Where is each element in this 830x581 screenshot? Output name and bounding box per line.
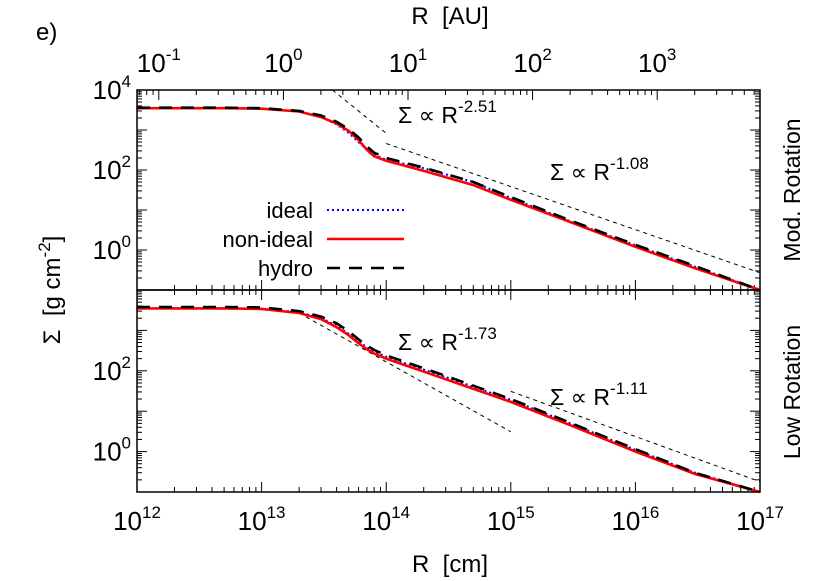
slope-annotation: Σ ∝ R-1.73 (398, 324, 497, 355)
slope-annotation: Σ ∝ R-2.51 (398, 97, 497, 128)
panel-frame (136, 289, 761, 493)
series-hydro (137, 106, 761, 292)
series-ideal (137, 107, 761, 292)
x-tick-label: 1014 (362, 503, 410, 536)
panel-name-bottom: Low Rotation (779, 325, 805, 459)
reference-line (386, 143, 761, 274)
x-tick-label: 1017 (736, 503, 784, 536)
y-tick-label: 102 (93, 152, 131, 185)
x-tick-label: 1016 (611, 503, 659, 536)
reference-line (332, 89, 387, 134)
x-tick-label: 1015 (487, 503, 535, 536)
y-axis-title-base: Σ [g cm (39, 257, 66, 344)
reference-line (298, 312, 512, 433)
legend-label-ideal: ideal (267, 198, 313, 223)
top-axis-tick-label: 102 (513, 45, 551, 78)
y-tick-label: 104 (93, 72, 131, 105)
y-tick-label: 102 (93, 353, 131, 386)
top-axis-title: R [AU] (411, 3, 488, 30)
top-axis-tick-label: 101 (389, 45, 427, 78)
series-non-ideal (137, 307, 761, 494)
series-non-ideal (137, 106, 761, 292)
y-tick-label: 100 (93, 434, 131, 467)
legend-label-hydro: hydro (258, 256, 313, 281)
svg-text:Σ [g cm-2]: Σ [g cm-2] (35, 236, 66, 345)
top-axis-tick-label: 10-1 (137, 45, 181, 78)
panel-label: e) (36, 19, 57, 46)
y-axis-title: Σ [g cm-2] (35, 236, 66, 345)
x-axis-title: R [cm] (412, 551, 488, 578)
slope-annotation: Σ ∝ R-1.08 (550, 154, 649, 185)
series-ideal (137, 307, 761, 494)
y-axis-title-close: ] (39, 236, 66, 243)
x-tick-label: 1012 (113, 503, 161, 536)
y-tick-label: 100 (93, 232, 131, 265)
panel-name-top: Mod. Rotation (779, 118, 805, 261)
legend-label-non-ideal: non-ideal (222, 227, 313, 252)
x-tick-label: 1013 (238, 503, 286, 536)
y-axis-title-exp: -2 (35, 242, 54, 257)
slope-annotation: Σ ∝ R-1.11 (550, 379, 648, 410)
top-axis-tick-label: 103 (638, 45, 676, 78)
plot-layer: 100 102 104 Σ ∝ R-2.51 Σ ∝ R-1.08 100 102 Σ ∝ R… (93, 45, 784, 536)
reference-line (510, 390, 761, 483)
legend: ideal non-ideal hydro (222, 198, 404, 281)
top-axis-tick-label: 100 (264, 45, 302, 78)
